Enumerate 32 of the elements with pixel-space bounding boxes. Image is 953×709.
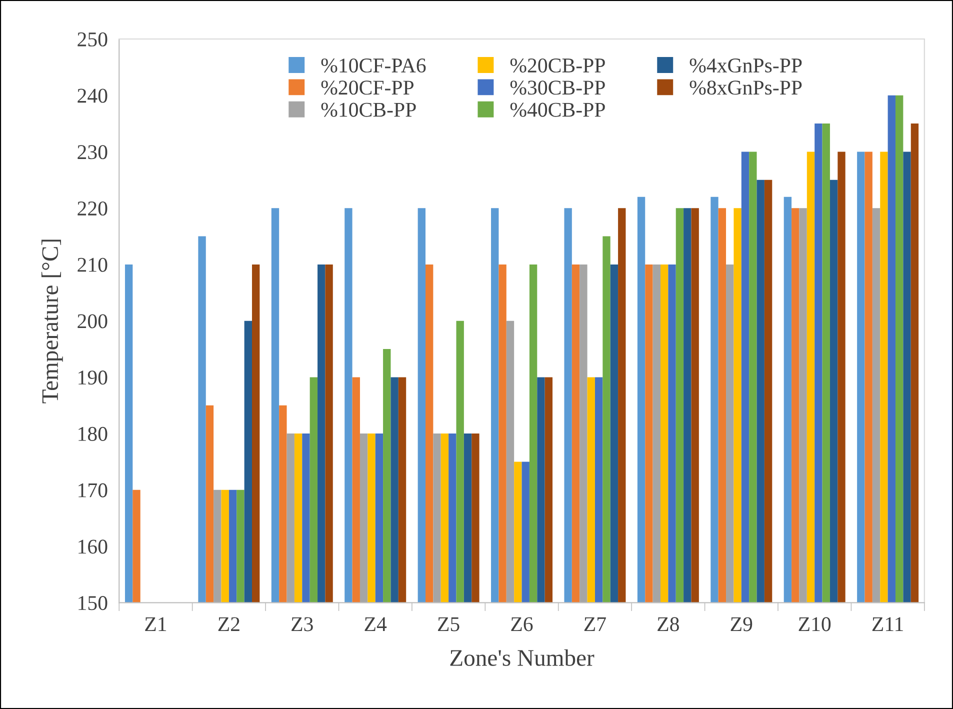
legend-label: %10CF-PA6 xyxy=(321,58,426,73)
legend-label: %40CB-PP xyxy=(510,102,605,117)
y-tick-label: 160 xyxy=(78,540,108,554)
x-tick-label: Z10 xyxy=(798,617,831,632)
y-tick-label: 230 xyxy=(78,145,108,160)
y-axis-title: Temperature [°C] xyxy=(41,240,63,404)
y-tick-label: 200 xyxy=(78,314,108,328)
y-tick-label: 150 xyxy=(78,596,108,610)
x-tick-label: Z5 xyxy=(438,617,460,632)
x-tick-label: Z2 xyxy=(218,617,240,631)
y-tick-label: 240 xyxy=(78,88,108,103)
y-tick-label: 220 xyxy=(78,201,108,216)
legend-label: %4xGnPs-PP xyxy=(690,58,802,73)
x-tick-label: Z8 xyxy=(658,617,679,632)
x-axis-title: Zone's Number xyxy=(450,649,594,666)
y-tick-label: 180 xyxy=(78,426,108,441)
legend-label: %10CB-PP xyxy=(321,102,416,117)
x-tick-label: Z9 xyxy=(730,617,752,632)
legend-label: %30CB-PP xyxy=(510,80,605,95)
legend-label: %20CF-PP xyxy=(321,80,414,95)
x-tick-label: Z11 xyxy=(872,617,903,631)
x-tick-label: Z4 xyxy=(364,617,387,631)
x-tick-label: Z3 xyxy=(292,617,313,632)
y-tick-label: 190 xyxy=(78,370,108,385)
x-tick-label: Z6 xyxy=(511,617,533,632)
x-tick-label: Z7 xyxy=(584,617,606,631)
x-tick-label: Z1 xyxy=(145,617,166,631)
legend-label: %8xGnPs-PP xyxy=(690,80,802,95)
legend-label: %20CB-PP xyxy=(510,58,605,73)
y-tick-label: 210 xyxy=(78,258,108,272)
y-tick-label: 250 xyxy=(78,32,108,46)
y-tick-label: 170 xyxy=(78,483,108,498)
